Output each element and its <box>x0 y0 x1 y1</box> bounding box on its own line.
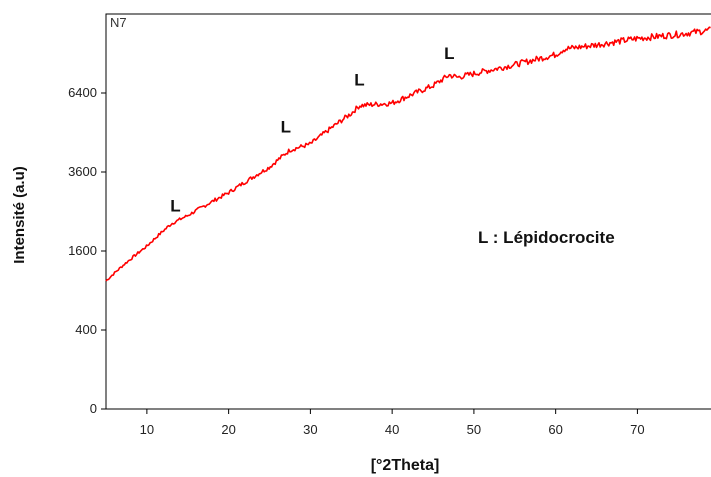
x-axis-label: [°2Theta] <box>371 457 440 474</box>
x-tick-label: 50 <box>467 422 481 437</box>
plot-area-frame <box>106 14 711 409</box>
y-tick-label: 400 <box>75 322 97 337</box>
x-tick-label: 60 <box>548 422 562 437</box>
peak-annotations: L L L L <box>170 44 454 215</box>
y-axis-ticks: 0 400 1600 3600 6400 <box>68 85 106 416</box>
y-tick-label: 0 <box>90 401 97 416</box>
y-tick-label: 6400 <box>68 85 97 100</box>
peak-label: L <box>444 44 454 63</box>
x-axis-ticks: 10 20 30 40 50 60 70 <box>140 409 645 437</box>
x-tick-label: 10 <box>140 422 154 437</box>
y-tick-label: 1600 <box>68 243 97 258</box>
y-tick-label: 3600 <box>68 164 97 179</box>
x-tick-label: 40 <box>385 422 399 437</box>
x-tick-label: 20 <box>221 422 235 437</box>
peak-label: L <box>170 197 180 216</box>
legend-text: L : Lépidocrocite <box>478 228 615 247</box>
y-axis-label: Intensité (a.u) <box>11 166 28 264</box>
peak-label: L <box>281 118 291 137</box>
diffractogram-line <box>106 27 711 281</box>
sample-label: N7 <box>110 15 127 30</box>
x-tick-label: 30 <box>303 422 317 437</box>
peak-label: L <box>354 71 364 90</box>
x-tick-label: 70 <box>630 422 644 437</box>
